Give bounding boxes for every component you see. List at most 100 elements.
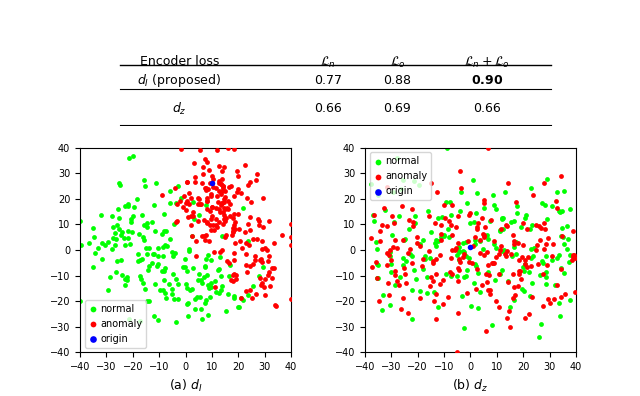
normal [540, 202, 550, 208]
anomaly [229, 270, 239, 277]
anomaly [375, 227, 385, 234]
normal [420, 256, 430, 262]
anomaly [478, 231, 488, 237]
anomaly [191, 253, 201, 259]
normal [180, 255, 190, 262]
normal [188, 265, 198, 272]
anomaly [201, 187, 211, 193]
anomaly [396, 306, 406, 312]
anomaly [520, 261, 530, 268]
anomaly [515, 268, 525, 274]
anomaly [211, 224, 221, 230]
anomaly [214, 209, 225, 216]
normal [461, 239, 471, 246]
normal [135, 318, 145, 324]
normal [203, 252, 213, 258]
normal [148, 251, 158, 257]
normal [167, 291, 177, 297]
anomaly [218, 183, 228, 190]
Text: 0.69: 0.69 [383, 103, 412, 116]
normal [483, 232, 493, 238]
anomaly [452, 213, 463, 219]
anomaly [157, 192, 167, 198]
normal [122, 277, 132, 284]
normal [470, 261, 480, 267]
anomaly [506, 251, 516, 257]
anomaly [524, 310, 534, 317]
normal [559, 188, 570, 194]
normal [150, 180, 161, 187]
normal [446, 272, 456, 279]
normal [160, 242, 170, 248]
anomaly [244, 287, 255, 293]
anomaly [511, 199, 521, 205]
anomaly [228, 211, 239, 217]
normal [118, 235, 129, 242]
normal [564, 251, 575, 258]
normal [509, 297, 519, 303]
normal [462, 200, 472, 206]
normal [397, 262, 408, 268]
normal [465, 220, 476, 227]
normal [159, 277, 169, 284]
normal [159, 211, 169, 217]
normal [123, 235, 133, 242]
anomaly [445, 268, 456, 275]
normal [122, 273, 132, 280]
anomaly [552, 205, 562, 211]
anomaly [229, 146, 239, 152]
normal [129, 204, 139, 210]
anomaly [535, 237, 545, 243]
anomaly [394, 282, 404, 288]
normal [238, 205, 248, 211]
Text: $\mathcal{L}_o$: $\mathcal{L}_o$ [390, 55, 405, 70]
anomaly [452, 349, 463, 356]
normal [520, 261, 530, 267]
anomaly [170, 185, 180, 191]
anomaly [488, 259, 498, 266]
anomaly [548, 240, 558, 247]
anomaly [220, 206, 230, 212]
normal [457, 292, 467, 299]
anomaly [438, 276, 448, 283]
normal [188, 198, 198, 205]
normal [141, 245, 151, 251]
anomaly [220, 212, 230, 218]
anomaly [264, 269, 274, 276]
anomaly [501, 222, 511, 228]
normal [527, 253, 538, 259]
anomaly [382, 184, 392, 190]
anomaly [214, 188, 224, 194]
normal [459, 273, 469, 280]
normal [138, 280, 148, 287]
anomaly [218, 209, 228, 215]
anomaly [496, 243, 506, 249]
normal [556, 233, 566, 239]
normal [426, 229, 436, 235]
normal [182, 268, 192, 274]
anomaly [197, 180, 207, 186]
anomaly [532, 242, 542, 248]
anomaly [244, 242, 255, 248]
normal [541, 281, 551, 287]
anomaly [477, 282, 488, 288]
normal [182, 301, 193, 307]
normal [505, 303, 515, 310]
anomaly [436, 231, 446, 238]
normal [103, 238, 113, 245]
normal [414, 182, 424, 188]
anomaly [485, 291, 495, 297]
anomaly [260, 245, 270, 251]
anomaly [182, 179, 192, 185]
anomaly [228, 228, 238, 234]
normal [454, 244, 464, 250]
anomaly [412, 234, 422, 240]
anomaly [568, 251, 578, 258]
anomaly [542, 262, 552, 268]
anomaly [541, 241, 551, 248]
anomaly [435, 252, 445, 258]
anomaly [223, 145, 233, 151]
anomaly [502, 315, 512, 321]
normal [224, 272, 234, 279]
anomaly [240, 229, 250, 235]
